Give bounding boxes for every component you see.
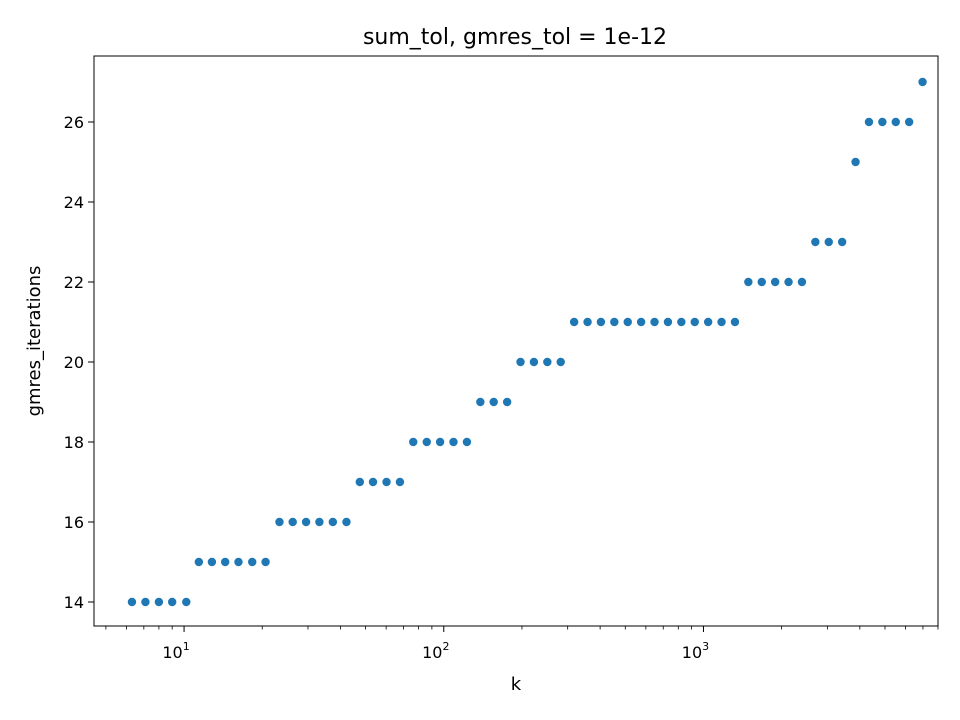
data-point [409, 437, 418, 447]
data-point [141, 597, 150, 607]
data-point [610, 317, 619, 327]
data-point [730, 317, 740, 327]
data-point [167, 597, 177, 607]
data-point [194, 557, 204, 567]
data-point [797, 277, 807, 287]
data-point [556, 357, 565, 367]
data-points [127, 77, 927, 607]
x-tick-base: 10 [162, 643, 182, 662]
data-point [918, 77, 927, 87]
data-point [234, 557, 243, 567]
data-point [784, 277, 793, 287]
data-point [717, 317, 726, 327]
y-axis-label: gmres_iterations [24, 266, 45, 417]
data-point [864, 117, 874, 127]
data-point [596, 317, 606, 327]
data-point [878, 117, 887, 127]
data-point [301, 517, 311, 527]
data-point [328, 517, 338, 527]
data-point [851, 157, 860, 167]
y-tick-label-20: 20 [64, 353, 84, 372]
x-tick-exponent: 1 [183, 640, 190, 653]
data-point [623, 317, 632, 327]
data-point [502, 397, 512, 407]
y-tick-label-26: 26 [64, 113, 84, 132]
data-point [569, 317, 579, 327]
y-tick-label-14: 14 [64, 593, 84, 612]
data-point [154, 597, 164, 607]
data-point [342, 517, 351, 527]
data-point [583, 317, 592, 327]
y-tick-label-16: 16 [64, 513, 84, 532]
x-tick-base: 10 [682, 643, 702, 662]
y-tick-label-24: 24 [64, 193, 84, 212]
data-point [891, 117, 900, 127]
data-point [368, 477, 378, 487]
data-point [449, 437, 458, 447]
data-point [462, 437, 472, 447]
data-point [275, 517, 284, 527]
data-point [757, 277, 766, 287]
data-point [663, 317, 673, 327]
data-point [395, 477, 405, 487]
x-tick-label-2: 102 [422, 640, 449, 662]
plot-area [93, 55, 939, 627]
data-point [476, 397, 485, 407]
data-point [127, 597, 137, 607]
data-point [422, 437, 431, 447]
data-point [288, 517, 297, 527]
data-point [382, 477, 391, 487]
chart-title: sum_tol, gmres_tol = 1e-12 [363, 25, 667, 50]
x-tick-label-1: 101 [162, 640, 189, 662]
data-point [837, 237, 847, 247]
data-point [435, 437, 445, 447]
data-point [824, 237, 833, 247]
data-point [543, 357, 552, 367]
data-point [220, 557, 230, 567]
data-point [811, 237, 820, 247]
data-point [489, 397, 498, 407]
x-tick-exponent: 2 [442, 640, 449, 653]
data-point [315, 517, 324, 527]
data-point [904, 117, 914, 127]
data-point [636, 317, 646, 327]
data-point [744, 277, 753, 287]
data-point [703, 317, 713, 327]
data-point [529, 357, 539, 367]
x-axis-label: k [511, 674, 522, 695]
data-point [770, 277, 780, 287]
data-point [261, 557, 270, 567]
y-tick-label-22: 22 [64, 273, 84, 292]
x-tick-base: 10 [422, 643, 442, 662]
data-point [650, 317, 659, 327]
data-point [182, 597, 191, 607]
data-point [355, 477, 364, 487]
x-tick-exponent: 3 [702, 640, 709, 653]
data-point [516, 357, 525, 367]
data-point [690, 317, 699, 327]
data-point [248, 557, 257, 567]
x-tick-label-3: 103 [682, 640, 709, 662]
data-point [207, 557, 217, 567]
y-tick-label-18: 18 [64, 433, 84, 452]
data-point [677, 317, 686, 327]
